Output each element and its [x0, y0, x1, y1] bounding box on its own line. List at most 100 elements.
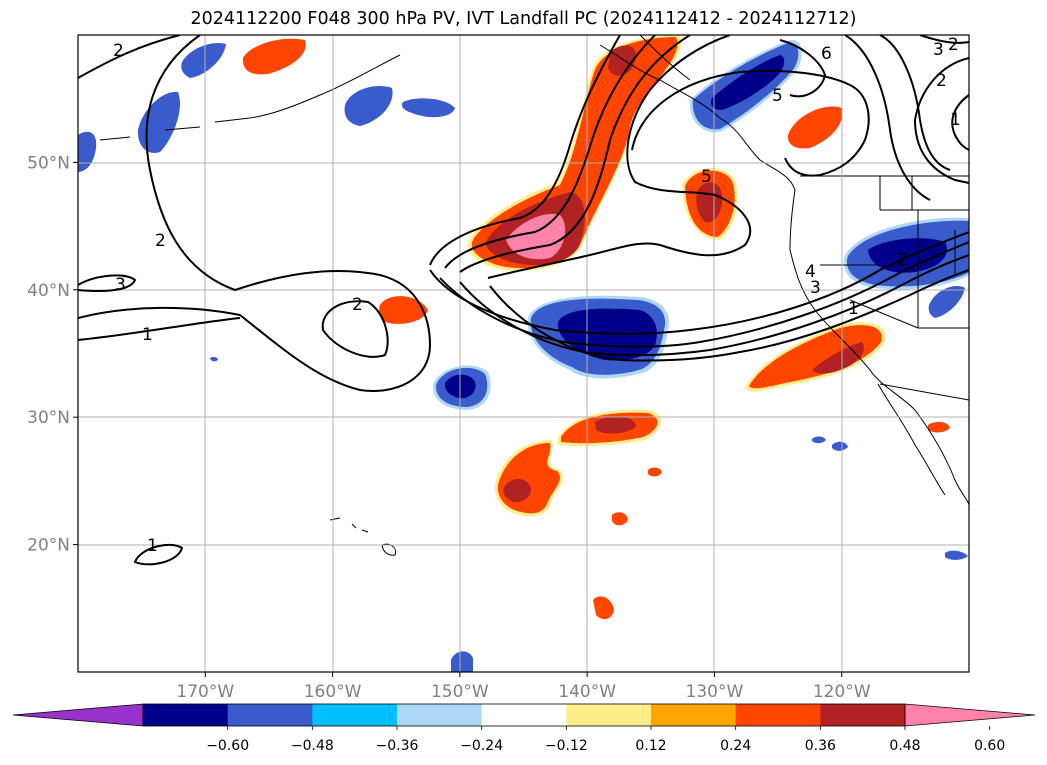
negative-anomaly-region — [451, 651, 473, 672]
contour-label: 3 — [933, 40, 944, 60]
colorbar-tick-label: 0.36 — [805, 738, 836, 754]
contour-label: 2 — [113, 41, 124, 61]
negative-anomaly-region — [344, 85, 393, 126]
positive-anomaly-region — [506, 213, 566, 260]
contour-label: 2 — [352, 295, 363, 315]
contour-line — [879, 35, 951, 171]
contour-line — [444, 35, 656, 269]
contour-line — [779, 39, 827, 98]
positive-anomaly-region — [503, 478, 531, 503]
contour-lines — [78, 35, 969, 566]
contour-line — [78, 274, 137, 292]
colorbar-bin — [651, 704, 737, 726]
alaska-coast — [249, 35, 691, 119]
state-borders — [820, 176, 969, 401]
contour-line — [78, 317, 241, 341]
x-tick-label: 160°W — [304, 682, 362, 702]
contour-line — [489, 269, 969, 362]
baja-coastline — [877, 383, 946, 496]
contour-label: 3 — [810, 278, 821, 298]
contour-label: 2 — [948, 35, 959, 55]
colorbar-tick-label: 0.12 — [635, 738, 666, 754]
contour-label: 1 — [848, 299, 859, 319]
negative-anomaly-region — [210, 356, 218, 362]
x-tick-label: 150°W — [431, 682, 489, 702]
negative-anomaly-region — [812, 436, 826, 444]
colorbar-tick-label: −0.36 — [376, 738, 419, 754]
colorbar-extend-low — [12, 703, 144, 727]
y-tick-label: 30°N — [27, 408, 70, 428]
positive-anomaly-region — [612, 512, 628, 526]
coastline-north-america — [599, 44, 969, 506]
negative-anomaly-region — [710, 55, 785, 110]
contour-label-group: 2 2 3 1 2 1 5 6 5 2 3 2 1 4 3 1 2 — [113, 35, 961, 556]
positive-anomaly-region — [608, 45, 636, 76]
contour-label: 1 — [950, 110, 961, 130]
negative-anomaly-region — [137, 91, 180, 153]
y-tick-label: 20°N — [27, 536, 70, 556]
aleutian-islands — [99, 117, 251, 141]
positive-anomaly-region — [696, 182, 723, 223]
colorbar-tick-label: −0.12 — [545, 738, 588, 754]
coastlines — [99, 35, 969, 556]
y-axis-ticks: 50°N 40°N 30°N 20°N — [27, 153, 78, 556]
colorbar-tick-label: 0.48 — [889, 738, 920, 754]
contour-line — [487, 35, 752, 279]
colorbar-bin — [227, 704, 313, 726]
negative-anomaly-region — [78, 131, 97, 172]
colorbar: −0.60 −0.48 −0.36 −0.24 −0.12 0.12 0.24 0.36 0.4… — [12, 703, 1036, 754]
positive-anomaly-region — [928, 421, 950, 433]
contour-label: 5 — [701, 167, 712, 187]
negative-anomaly-region — [945, 550, 968, 560]
contour-line — [429, 231, 969, 335]
negative-anomaly-region — [928, 285, 965, 318]
contour-line — [321, 300, 389, 358]
negative-anomaly-region — [832, 441, 848, 451]
hawaii-islands — [329, 517, 397, 556]
positive-anomaly-region — [593, 596, 614, 620]
shaded-anomaly-layer — [78, 35, 969, 672]
colorbar-outline — [142, 703, 906, 727]
contour-label: 6 — [821, 44, 832, 64]
x-tick-label: 170°W — [176, 682, 234, 702]
colorbar-tick-label: −0.60 — [206, 738, 249, 754]
positive-anomaly-region — [379, 296, 428, 324]
contour-line — [951, 94, 969, 151]
positive-anomaly-region — [749, 325, 882, 389]
contour-label: 2 — [936, 71, 947, 91]
colorbar-bin — [397, 704, 483, 726]
contour-line — [459, 254, 969, 357]
colorbar-tick-label: 0.60 — [974, 738, 1005, 754]
contour-label: 3 — [115, 275, 126, 295]
contour-line — [631, 69, 870, 177]
colorbar-bin — [143, 704, 229, 726]
map-frame — [77, 34, 970, 673]
contour-line — [844, 35, 931, 201]
colorbar-tick-label: −0.24 — [460, 738, 503, 754]
negative-anomaly-region — [868, 238, 947, 273]
positive-anomaly-region — [595, 416, 636, 434]
colorbar-extend-high — [904, 703, 1036, 727]
contour-line — [429, 35, 621, 266]
y-tick-label: 50°N — [27, 153, 70, 173]
positive-anomaly-region — [242, 38, 306, 75]
colorbar-bin — [820, 704, 906, 726]
colorbar-bin — [566, 704, 652, 726]
y-tick-label: 40°N — [27, 281, 70, 301]
contour-label: 5 — [772, 86, 783, 106]
contour-line — [459, 35, 691, 273]
positive-anomaly-region — [648, 467, 662, 477]
contour-line — [78, 35, 432, 392]
contour-label: 2 — [897, 250, 908, 270]
contour-label: 2 — [155, 231, 166, 251]
contour-label: 1 — [147, 536, 158, 556]
x-tick-label: 130°W — [686, 682, 744, 702]
x-tick-label: 120°W — [813, 682, 871, 702]
x-tick-label: 140°W — [558, 682, 616, 702]
x-axis-ticks: 170°W 160°W 150°W 140°W 130°W 120°W — [176, 672, 871, 702]
contour-line — [78, 35, 181, 79]
positive-anomaly-region — [787, 106, 843, 149]
contour-line — [913, 57, 969, 184]
negative-anomaly-region — [401, 98, 455, 118]
